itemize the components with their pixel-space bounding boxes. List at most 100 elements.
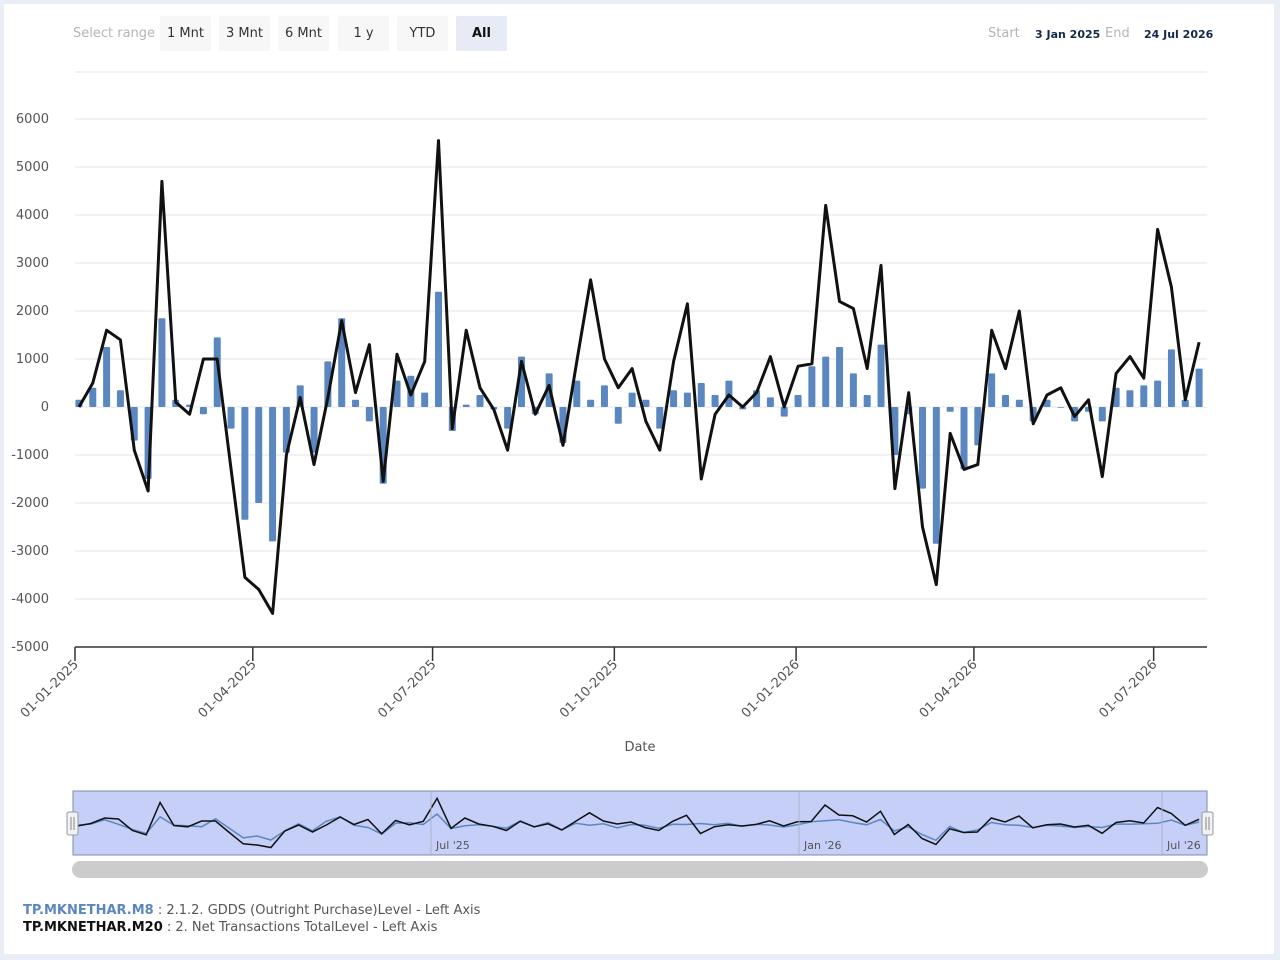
bar <box>103 347 111 407</box>
series-line <box>77 139 1201 615</box>
range-6-month-button[interactable]: 6 Mnt <box>278 16 329 51</box>
bar <box>213 337 221 407</box>
bar <box>863 395 871 407</box>
bar <box>476 395 484 407</box>
bar <box>365 407 373 422</box>
y-tick-label: -3000 <box>11 544 49 559</box>
bar <box>435 291 443 407</box>
navigator-label: Jan '26 <box>803 839 841 852</box>
x-tick-label: 01-04-2026 <box>917 657 981 721</box>
y-tick-label: 0 <box>41 400 49 415</box>
bar <box>656 407 664 429</box>
bar <box>766 397 774 407</box>
bar <box>1154 380 1162 407</box>
bar <box>683 392 691 407</box>
bar <box>462 404 470 407</box>
navigator-line-series-line <box>76 796 1200 849</box>
bar <box>338 318 346 407</box>
y-tick-label: -5000 <box>11 640 49 655</box>
legend-series-code: TP.MKNETHAR.M8 <box>23 903 154 918</box>
bar <box>573 380 581 407</box>
bar <box>1140 385 1148 407</box>
start-date-input[interactable]: 3 Jan 2025 <box>1035 28 1101 41</box>
start-date-label: Start <box>988 26 1020 41</box>
bar <box>988 373 996 407</box>
bar <box>642 399 650 407</box>
x-tick-label: 01-01-2026 <box>739 657 803 721</box>
x-tick-label: 01-04-2025 <box>196 657 260 721</box>
y-tick-label: -2000 <box>11 496 49 511</box>
navigator-scrollbar[interactable] <box>72 861 1208 878</box>
bar <box>158 318 166 407</box>
bar <box>1098 407 1106 422</box>
bar <box>255 407 263 503</box>
x-tick-label: 01-07-2025 <box>375 657 439 721</box>
bar <box>89 387 97 407</box>
bar <box>1181 399 1189 407</box>
navigator-left-handle[interactable] <box>66 811 79 836</box>
range-selector-label: Select range <box>73 26 156 41</box>
navigator-right-handle[interactable] <box>1201 811 1214 836</box>
bar <box>1001 395 1009 407</box>
bar <box>919 407 927 489</box>
bar <box>600 385 608 407</box>
bar <box>697 383 705 407</box>
legend-item-m20[interactable]: TP.MKNETHAR.M20 : 2. Net Transactions To… <box>23 920 437 935</box>
bar <box>946 407 954 412</box>
bar <box>199 407 207 415</box>
range-1-month-button[interactable]: 1 Mnt <box>160 16 211 51</box>
x-tick-label: 01-10-2025 <box>557 657 621 721</box>
y-tick-label: 6000 <box>16 112 49 127</box>
x-axis-title: Date <box>624 740 655 755</box>
y-tick-label: 1000 <box>16 352 49 367</box>
bar <box>1126 390 1134 407</box>
bar <box>932 407 940 544</box>
bar <box>836 347 844 407</box>
y-tick-label: 4000 <box>16 208 49 223</box>
bar <box>614 407 622 424</box>
bar <box>310 407 318 453</box>
y-tick-label: 3000 <box>16 256 49 271</box>
end-date-input[interactable]: 24 Jul 2026 <box>1144 28 1214 41</box>
bar <box>960 407 968 470</box>
bar <box>227 407 235 429</box>
bar <box>393 380 401 407</box>
range-ytd-button[interactable]: YTD <box>397 16 448 51</box>
navigator-series <box>76 796 1200 849</box>
y-tick-label: 2000 <box>16 304 49 319</box>
range-all-button[interactable]: All <box>456 16 507 51</box>
range-3-month-button[interactable]: 3 Mnt <box>219 16 270 51</box>
navigator-mask[interactable] <box>72 790 1208 856</box>
bar <box>849 373 857 407</box>
x-tick-label: 01-01-2025 <box>18 657 82 721</box>
bar <box>1195 368 1203 407</box>
navigator-label: Jul '26 <box>1166 839 1201 852</box>
y-tick-label: -1000 <box>11 448 49 463</box>
bar <box>1015 399 1023 407</box>
bar <box>587 399 595 407</box>
bar <box>780 407 788 417</box>
x-axis: 01-01-2025 01-04-2025 01-07-2025 01-10-2025… <box>18 646 1207 721</box>
bar <box>352 399 360 407</box>
bar <box>808 366 816 407</box>
range-1-year-button[interactable]: 1 y <box>338 16 389 51</box>
navigator-label: Jul '25 <box>435 839 470 852</box>
bar <box>504 407 512 429</box>
legend-series-desc: : 2. Net Transactions TotalLevel - Left … <box>162 920 438 935</box>
navigator[interactable]: Jul '25 Jan '26 Jul '26 <box>66 790 1214 856</box>
legend-series-code: TP.MKNETHAR.M20 <box>23 920 163 935</box>
bar <box>1167 349 1175 407</box>
legend-series-desc: : 2.1.2. GDDS (Outright Purchase)Level -… <box>153 903 481 918</box>
bar <box>421 392 429 407</box>
y-tick-label: -4000 <box>11 592 49 607</box>
line-series <box>77 139 1201 615</box>
legend-item-m8[interactable]: TP.MKNETHAR.M8 : 2.1.2. GDDS (Outright P… <box>23 903 480 918</box>
bar <box>670 390 678 407</box>
bar <box>241 407 249 520</box>
bar <box>628 392 636 407</box>
bar <box>794 395 802 407</box>
y-axis: -5000 -4000 -3000 -2000 -1000 0 1000 2000 3000 40… <box>11 112 49 655</box>
bar <box>711 395 719 407</box>
bar <box>822 356 830 407</box>
